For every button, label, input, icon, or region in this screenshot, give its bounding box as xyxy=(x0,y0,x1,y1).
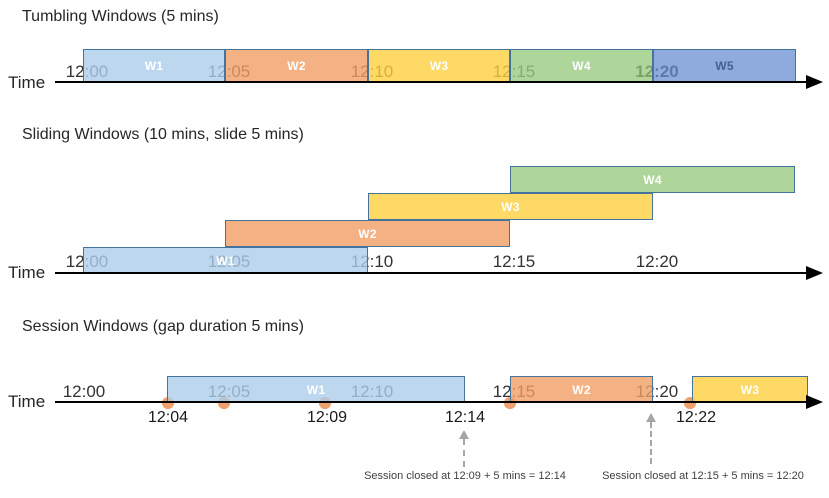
sliding-time-axis xyxy=(55,272,808,274)
session-time-label: Time xyxy=(8,392,46,411)
sliding-time-label: Time xyxy=(8,263,46,282)
tumbling-window-bar-w1: W1 xyxy=(83,49,225,83)
window-label: W3 xyxy=(501,199,520,214)
close-time-1214: 12:14 xyxy=(444,409,486,426)
event-dot-cap xyxy=(319,403,331,409)
dashed-arrow-line xyxy=(650,422,652,464)
session-window-bar-w1: W1 xyxy=(167,376,465,403)
sliding-tick-1215: 12:15 xyxy=(492,252,536,271)
window-label: W3 xyxy=(429,59,449,73)
tumbling-window-bar-w4: W4 xyxy=(510,49,653,83)
session-time-axis xyxy=(55,401,808,403)
sliding-window-bar-w4: W4 xyxy=(510,166,795,193)
sliding-tick-1220: 12:20 xyxy=(635,252,679,271)
event-time-1204: 12:04 xyxy=(147,409,189,426)
event-dot-cap xyxy=(684,403,696,409)
event-time-1209: 12:09 xyxy=(306,409,348,426)
window-label: W1 xyxy=(306,382,326,397)
dashed-arrow-line xyxy=(463,439,465,467)
sliding-axis-arrow-icon xyxy=(806,266,823,280)
event-dot-cap xyxy=(218,403,230,409)
event-dot-cap xyxy=(504,403,516,409)
tumbling-window-bar-w5: W5 xyxy=(653,49,796,83)
session-axis-arrow-icon xyxy=(806,395,823,409)
window-label: W3 xyxy=(740,382,760,397)
window-label: W2 xyxy=(358,226,377,241)
session-window-bar-w3: W3 xyxy=(692,376,808,403)
event-time-1222: 12:22 xyxy=(675,409,717,426)
tumbling-time-label: Time xyxy=(8,73,46,92)
sliding-window-bar-w3: W3 xyxy=(368,193,653,220)
session-title: Session Windows (gap duration 5 mins) xyxy=(22,318,304,335)
dashed-arrow-up-icon xyxy=(459,430,469,439)
session-close-annotation-2: Session closed at 12:15 + 5 mins = 12:20 xyxy=(602,470,804,482)
tumbling-time-axis xyxy=(55,81,808,83)
session-tick-1200: 12:00 xyxy=(62,382,106,401)
tumbling-title: Tumbling Windows (5 mins) xyxy=(22,8,219,25)
window-label: W1 xyxy=(216,253,235,268)
event-dot-cap xyxy=(162,403,174,409)
window-label: W1 xyxy=(144,59,164,73)
sliding-title: Sliding Windows (10 mins, slide 5 mins) xyxy=(22,126,304,143)
window-label: W2 xyxy=(572,382,591,397)
window-label: W4 xyxy=(572,59,591,73)
sliding-window-bar-w1: W1 xyxy=(83,247,368,274)
tumbling-axis-arrow-icon xyxy=(806,75,823,89)
window-label: W4 xyxy=(643,172,662,187)
session-window-bar-w2: W2 xyxy=(510,376,653,403)
dashed-arrow-up-icon xyxy=(646,413,656,422)
tumbling-window-bar-w2: W2 xyxy=(225,49,368,83)
sliding-window-bar-w2: W2 xyxy=(225,220,510,247)
session-close-annotation-1: Session closed at 12:09 + 5 mins = 12:14 xyxy=(364,470,566,482)
window-label: W2 xyxy=(287,59,306,73)
window-label: W5 xyxy=(715,59,734,73)
tumbling-window-bar-w3: W3 xyxy=(368,49,510,83)
